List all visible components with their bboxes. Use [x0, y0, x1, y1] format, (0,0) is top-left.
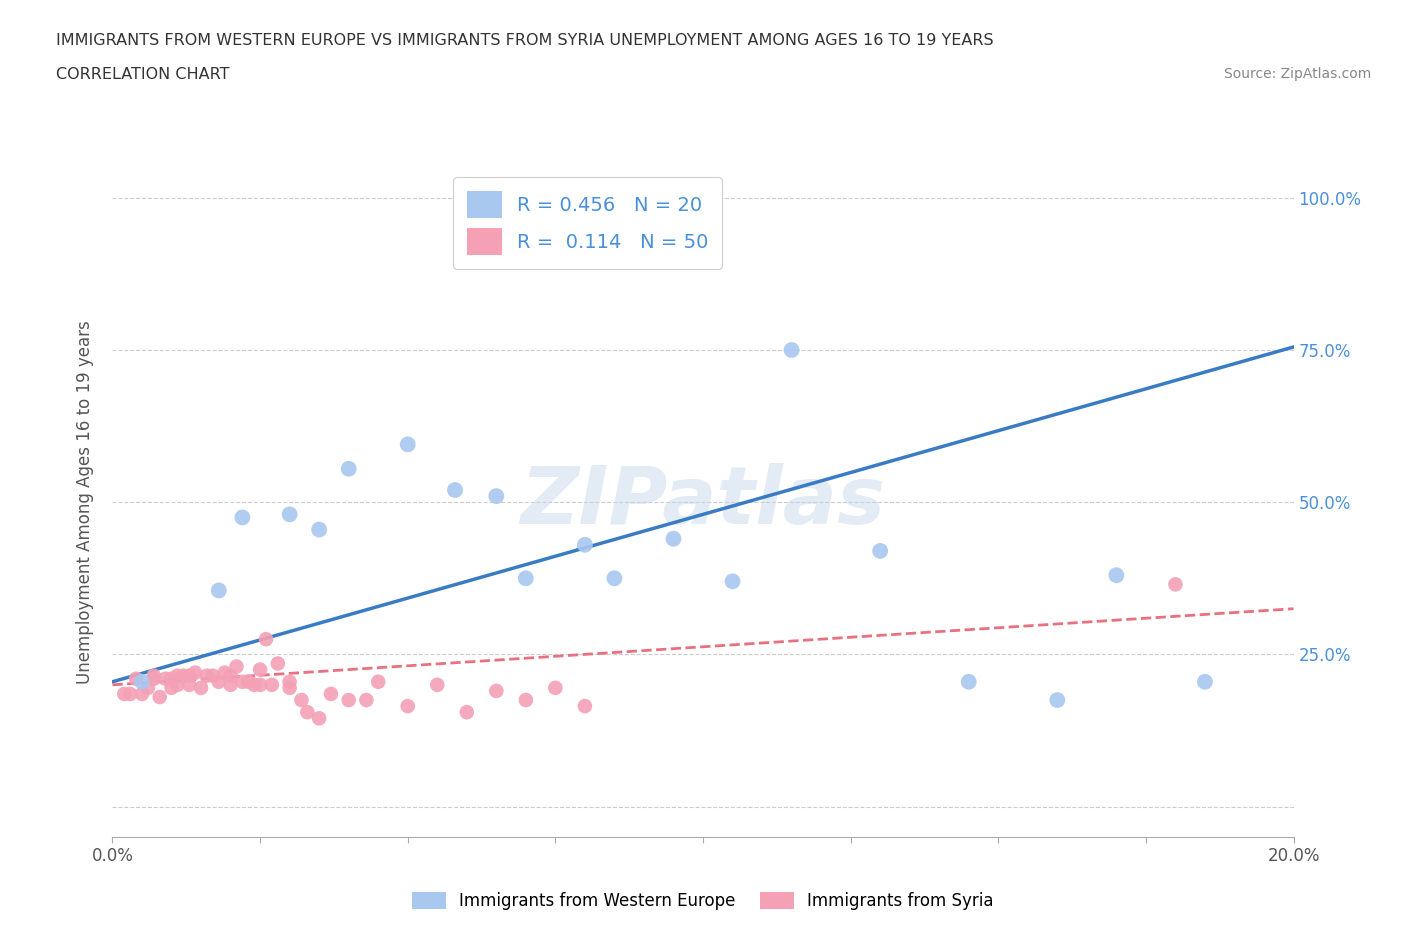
Point: [142, 669, 165, 684]
Point: [172, 669, 194, 684]
Point: [1194, 674, 1216, 689]
Point: [544, 681, 567, 696]
Point: [456, 705, 478, 720]
Point: [219, 677, 242, 692]
Point: [396, 437, 419, 452]
Point: [179, 677, 201, 692]
Point: [131, 686, 153, 701]
Point: [260, 677, 283, 692]
Point: [155, 671, 177, 686]
Point: [231, 674, 253, 689]
Point: [208, 674, 231, 689]
Point: [662, 531, 685, 546]
Point: [308, 711, 330, 725]
Point: [160, 671, 183, 686]
Point: [1105, 568, 1128, 583]
Point: [179, 669, 201, 684]
Point: [249, 662, 271, 677]
Point: [603, 571, 626, 586]
Y-axis label: Unemployment Among Ages 16 to 19 years: Unemployment Among Ages 16 to 19 years: [76, 320, 94, 684]
Point: [136, 681, 159, 696]
Point: [190, 681, 212, 696]
Point: [780, 342, 803, 357]
Point: [166, 669, 188, 684]
Point: [1046, 693, 1069, 708]
Point: [485, 684, 508, 698]
Point: [195, 669, 218, 684]
Text: CORRELATION CHART: CORRELATION CHART: [56, 67, 229, 82]
Point: [225, 659, 247, 674]
Point: [231, 510, 253, 525]
Point: [249, 677, 271, 692]
Point: [125, 671, 148, 686]
Point: [444, 483, 467, 498]
Point: [219, 669, 242, 684]
Point: [308, 522, 330, 537]
Point: [290, 693, 312, 708]
Point: [515, 571, 537, 586]
Point: [160, 681, 183, 696]
Text: ZIPatlas: ZIPatlas: [520, 463, 886, 541]
Point: [201, 669, 224, 684]
Point: [1164, 577, 1187, 591]
Point: [267, 656, 290, 671]
Point: [166, 677, 188, 692]
Legend: Immigrants from Western Europe, Immigrants from Syria: Immigrants from Western Europe, Immigran…: [406, 885, 1000, 917]
Point: [574, 698, 596, 713]
Point: [278, 674, 301, 689]
Point: [142, 671, 165, 686]
Point: [574, 538, 596, 552]
Point: [957, 674, 980, 689]
Point: [396, 698, 419, 713]
Point: [278, 681, 301, 696]
Point: [120, 686, 142, 701]
Point: [112, 686, 135, 701]
Point: [254, 631, 277, 646]
Point: [184, 665, 207, 680]
Point: [149, 689, 172, 704]
Point: [238, 674, 260, 689]
Point: [485, 488, 508, 503]
Point: [131, 674, 153, 689]
Point: [278, 507, 301, 522]
Point: [337, 693, 360, 708]
Legend: R = 0.456   N = 20, R =  0.114   N = 50: R = 0.456 N = 20, R = 0.114 N = 50: [453, 177, 723, 269]
Point: [356, 693, 378, 708]
Point: [367, 674, 389, 689]
Point: [337, 461, 360, 476]
Text: IMMIGRANTS FROM WESTERN EUROPE VS IMMIGRANTS FROM SYRIA UNEMPLOYMENT AMONG AGES : IMMIGRANTS FROM WESTERN EUROPE VS IMMIGR…: [56, 33, 994, 47]
Point: [214, 665, 236, 680]
Point: [319, 686, 342, 701]
Point: [297, 705, 319, 720]
Point: [515, 693, 537, 708]
Point: [208, 583, 231, 598]
Point: [721, 574, 744, 589]
Point: [243, 677, 266, 692]
Point: [869, 543, 891, 558]
Point: [426, 677, 449, 692]
Text: Source: ZipAtlas.com: Source: ZipAtlas.com: [1223, 67, 1371, 81]
